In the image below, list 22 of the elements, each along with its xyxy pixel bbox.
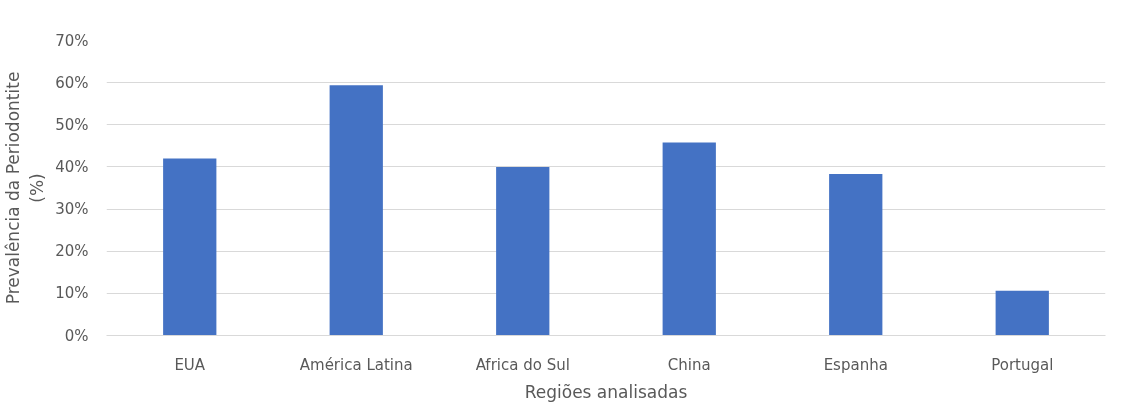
y-tick-label: 60%: [55, 73, 89, 92]
y-tick-label: 40%: [55, 157, 89, 176]
y-tick-label: 30%: [55, 200, 89, 219]
x-tick-label: Africa do Sul: [475, 355, 570, 374]
y-tick-label: 50%: [55, 115, 89, 134]
y-axis-title: Prevalência da Periodontite (%): [3, 71, 48, 305]
x-tick-label: América Latina: [299, 355, 413, 374]
y-tick-label: 70%: [55, 31, 89, 50]
x-axis-title: Regiões analisadas: [524, 381, 688, 402]
x-tick-label: EUA: [174, 355, 206, 374]
bar: [163, 158, 217, 336]
y-tick-label: 20%: [55, 242, 89, 261]
x-tick-label: Espanha: [823, 355, 888, 374]
y-tick-label: 10%: [55, 284, 89, 303]
x-tick-label: Portugal: [991, 355, 1054, 374]
bar: [829, 174, 883, 336]
bar: [329, 85, 383, 336]
bar: [995, 290, 1049, 336]
x-tick-label: China: [667, 355, 711, 374]
bar: [496, 166, 550, 336]
y-tick-label: 0%: [64, 326, 89, 345]
bar: [662, 142, 716, 336]
